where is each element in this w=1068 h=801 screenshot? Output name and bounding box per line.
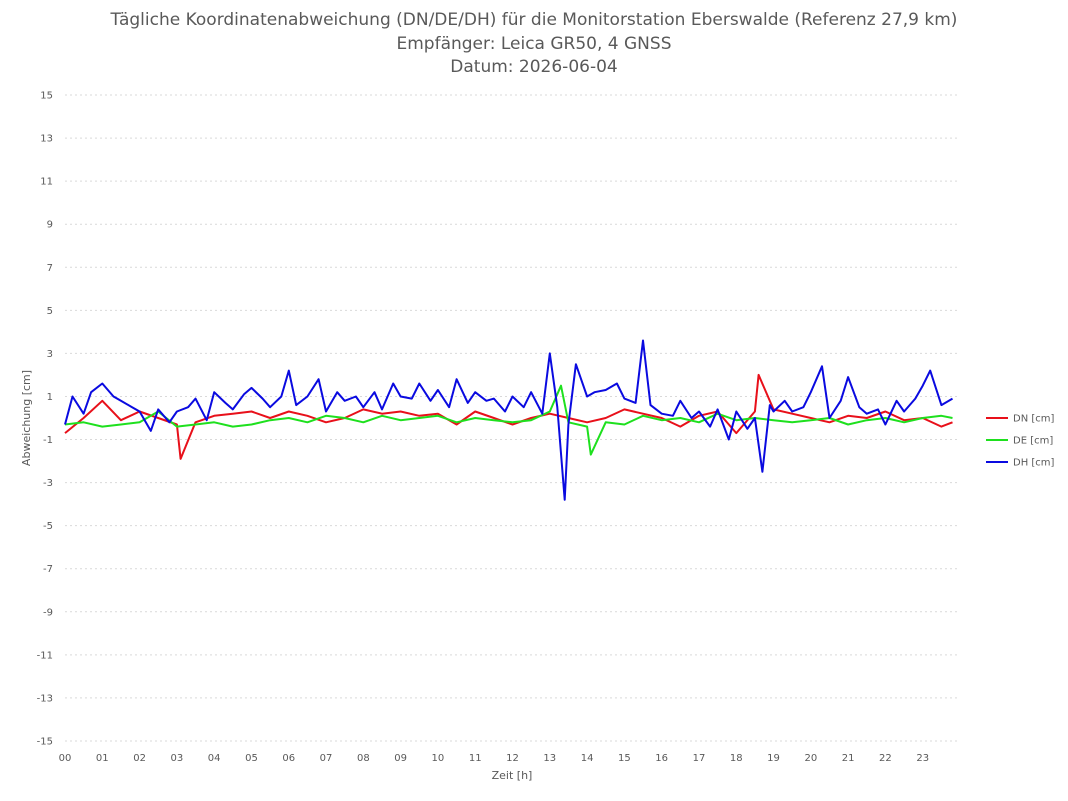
series-line-dn: [64, 373, 953, 460]
y-axis-title: Abweichung [cm]: [20, 370, 33, 466]
x-tick-label: 23: [916, 753, 929, 764]
y-tick-label: 15: [40, 91, 53, 102]
y-tick-label: -7: [43, 564, 53, 575]
series-line-de: [64, 384, 953, 456]
x-tick-label: 03: [171, 753, 184, 764]
y-tick-label: -9: [43, 607, 53, 618]
x-tick-label: 15: [618, 753, 631, 764]
x-tick-label: 01: [96, 753, 109, 764]
x-tick-label: 04: [208, 753, 221, 764]
y-tick-label: -11: [37, 650, 53, 661]
x-tick-label: 08: [357, 753, 370, 764]
x-tick-label: 21: [842, 753, 855, 764]
x-tick-label: 05: [245, 753, 258, 764]
y-tick-label: -13: [37, 693, 53, 704]
x-tick-label: 10: [432, 753, 445, 764]
y-tick-label: 11: [40, 177, 53, 188]
legend-label-dh: DH [cm]: [1013, 458, 1055, 469]
x-tick-label: 13: [543, 753, 556, 764]
legend: DN [cm] DE [cm] DH [cm]: [986, 414, 1055, 469]
x-tick-label: 11: [469, 753, 482, 764]
chart-subtitle: Empfänger: Leica GR50, 4 GNSS: [396, 34, 672, 54]
y-tick-label: 3: [47, 349, 53, 360]
y-tick-label: -3: [43, 478, 53, 489]
gridlines: [65, 94, 960, 742]
legend-label-dn: DN [cm]: [1013, 414, 1055, 425]
x-tick-label: 12: [506, 753, 519, 764]
x-tick-label: 14: [581, 753, 594, 764]
chart-date: Datum: 2026-06-04: [450, 57, 618, 77]
series-line-dh: [64, 339, 954, 501]
x-tick-labels: 00 01 02 03 04 05 06 07 08 09 10 11 12 13 14 15 16 17 18 19…: [59, 753, 929, 764]
x-tick-label: 22: [879, 753, 892, 764]
x-tick-label: 02: [133, 753, 146, 764]
x-tick-label: 18: [730, 753, 743, 764]
y-tick-labels: 15 13 11 9 7 5 3 1 -1 -3 -5 -7 -9 -11 -13 -15: [37, 91, 53, 748]
y-tick-label: -5: [43, 521, 53, 532]
y-tick-label: 5: [47, 306, 53, 317]
y-tick-label: 7: [47, 263, 53, 274]
y-tick-label: -1: [43, 435, 53, 446]
y-tick-label: 1: [47, 392, 53, 403]
y-tick-label: 9: [47, 220, 53, 231]
x-tick-label: 06: [282, 753, 295, 764]
y-tick-label: -15: [37, 737, 53, 748]
x-axis-title: Zeit [h]: [492, 769, 533, 782]
x-tick-label: 17: [693, 753, 706, 764]
x-tick-label: 20: [804, 753, 817, 764]
x-tick-label: 07: [320, 753, 333, 764]
x-tick-label: 16: [655, 753, 668, 764]
x-tick-label: 00: [59, 753, 72, 764]
y-tick-label: 13: [40, 134, 53, 145]
chart-title: Tägliche Koordinatenabweichung (DN/DE/DH…: [110, 10, 958, 30]
series-lines: [64, 339, 954, 501]
legend-label-de: DE [cm]: [1013, 436, 1053, 447]
x-tick-label: 19: [767, 753, 780, 764]
x-tick-label: 09: [394, 753, 407, 764]
